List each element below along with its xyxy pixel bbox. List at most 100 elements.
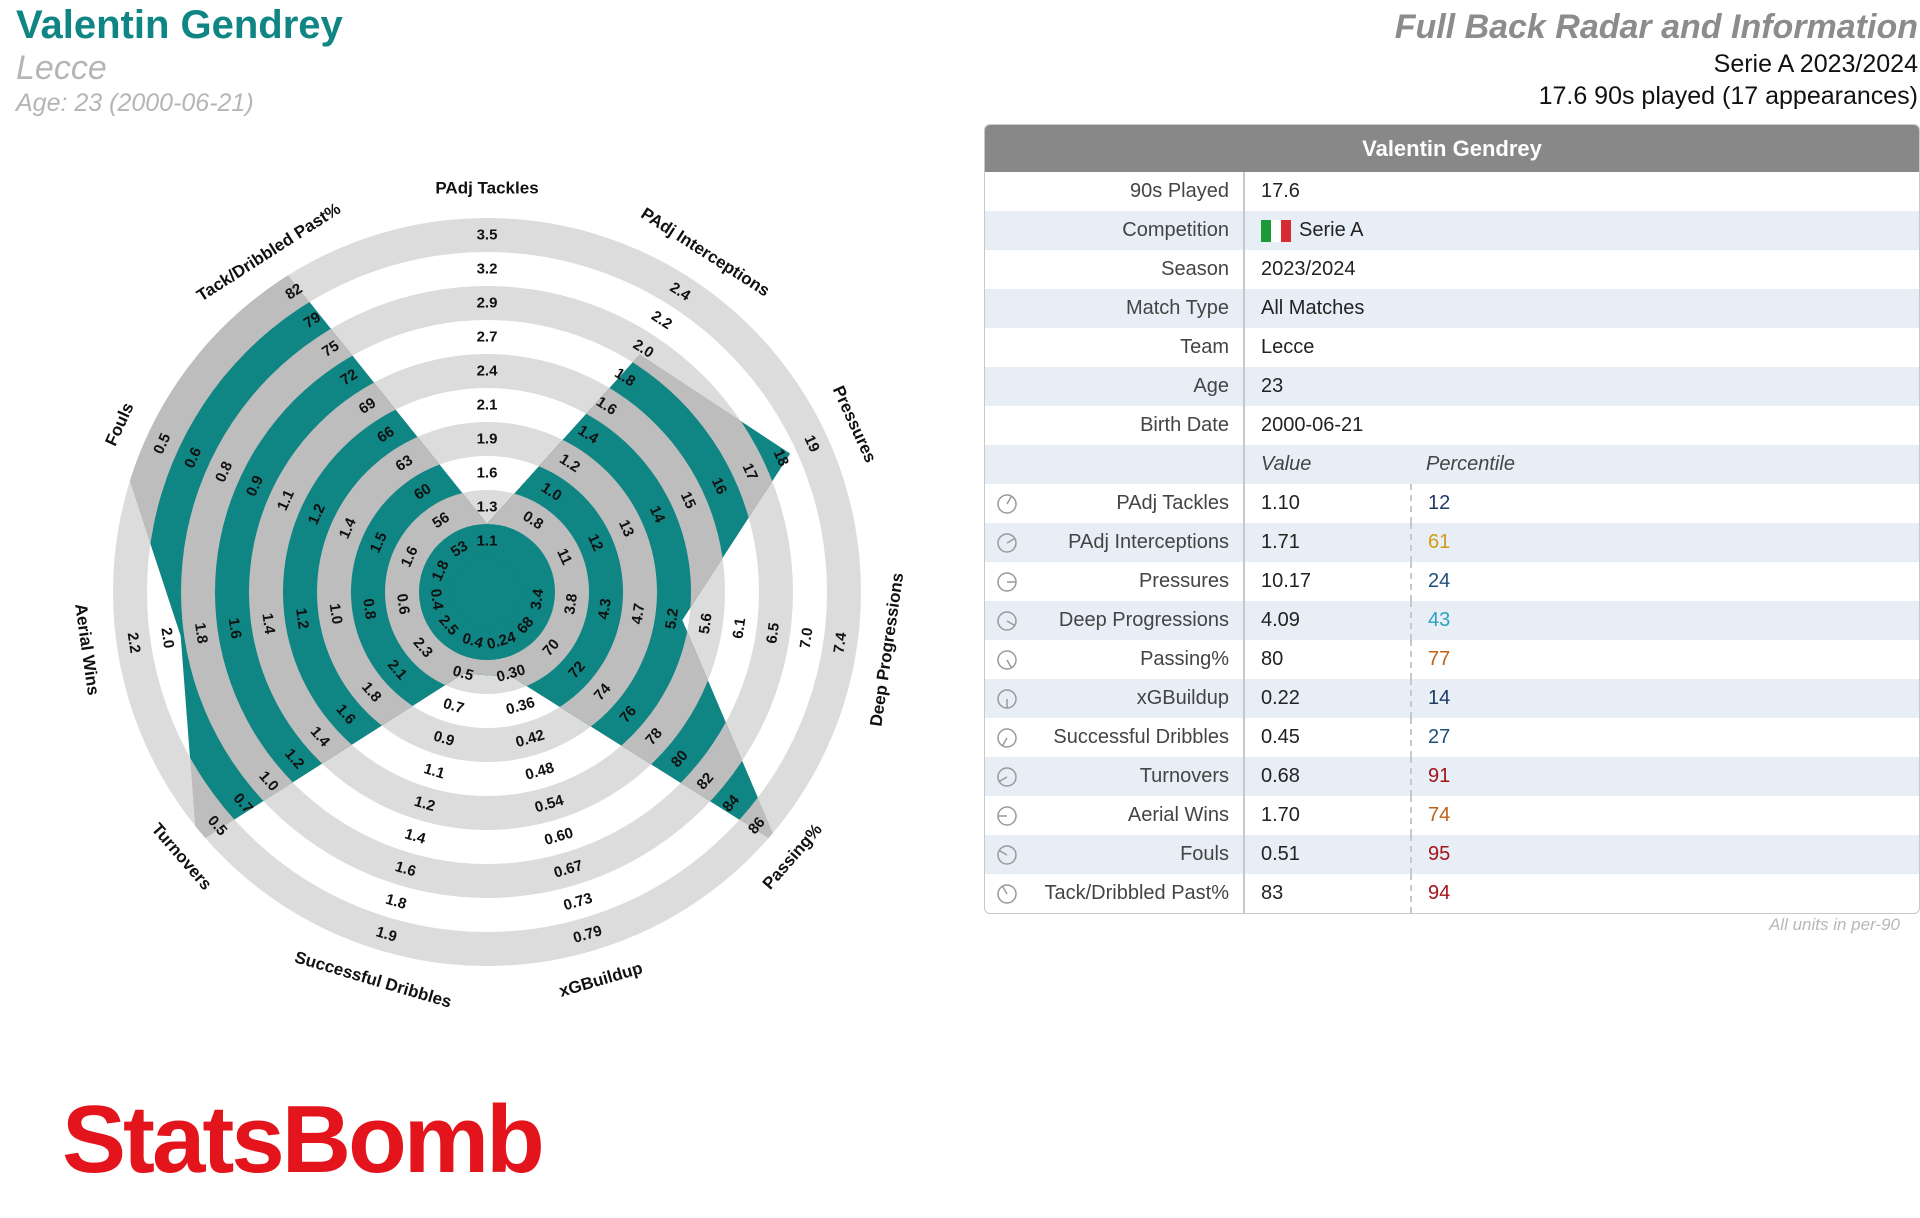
info-label: Age bbox=[985, 367, 1245, 406]
header-left: Valentin Gendrey Lecce Age: 23 (2000-06-… bbox=[16, 0, 343, 120]
radar-tick-label: 1.9 bbox=[374, 923, 399, 945]
radar-tick-label: 14 bbox=[646, 503, 669, 526]
radar-tick-label: 1.2 bbox=[292, 607, 312, 630]
info-value: Serie A bbox=[1245, 211, 1845, 250]
radar-tick-label: 72 bbox=[338, 366, 361, 389]
table-column-header: Value Percentile bbox=[985, 445, 1919, 484]
stat-percentile: 95 bbox=[1410, 835, 1450, 874]
pie-clock-icon bbox=[985, 766, 1029, 788]
radar-tick-label: 1.9 bbox=[477, 431, 498, 448]
radar-tick-label: 1.8 bbox=[191, 622, 211, 645]
stat-value: 83 bbox=[1261, 882, 1284, 904]
table-row: Passing% 80 77 bbox=[985, 640, 1919, 679]
table-row: Deep Progressions 4.09 43 bbox=[985, 601, 1919, 640]
table-row: Competition Serie A bbox=[985, 211, 1919, 250]
info-value: 2000-06-21 bbox=[1261, 414, 1364, 436]
radar-tick-label: 3.8 bbox=[561, 593, 581, 616]
report-title: Full Back Radar and Information bbox=[1394, 8, 1918, 46]
radar-tick-label: 1.0 bbox=[326, 602, 346, 625]
header-right: Full Back Radar and Information Serie A … bbox=[1395, 6, 1918, 112]
radar-tick-label: 5.2 bbox=[662, 607, 682, 630]
table-row: Season 2023/2024 bbox=[985, 250, 1919, 289]
stat-label: Deep Progressions bbox=[1029, 601, 1245, 640]
radar-tick-label: 1.2 bbox=[412, 793, 437, 815]
radar-tick-label: 2.2 bbox=[124, 631, 144, 654]
radar-tick-label: 1.6 bbox=[393, 858, 418, 880]
radar-tick-label: 79 bbox=[301, 309, 324, 332]
units-note: All units in per-90 bbox=[1768, 915, 1900, 934]
radar-tick-label: 1.1 bbox=[477, 533, 498, 550]
pie-clock-icon bbox=[985, 649, 1029, 671]
stat-label: Turnovers bbox=[1029, 757, 1245, 796]
value-column-header: Value bbox=[1261, 453, 1312, 475]
stat-value: 0.51 bbox=[1261, 843, 1300, 865]
stat-percentile: 14 bbox=[1410, 679, 1450, 718]
stat-percentile: 27 bbox=[1410, 718, 1450, 757]
stat-percentile: 12 bbox=[1410, 484, 1450, 523]
stat-label: Fouls bbox=[1029, 835, 1245, 874]
radar-axis-label: Fouls bbox=[101, 400, 137, 449]
stat-percentile: 24 bbox=[1410, 562, 1450, 601]
player-name: Valentin Gendrey bbox=[16, 3, 343, 47]
radar-tick-label: 3.4 bbox=[528, 587, 548, 611]
radar-tick-label: 69 bbox=[356, 394, 379, 417]
radar-tick-label: 0.6 bbox=[393, 593, 413, 616]
pie-clock-icon bbox=[985, 610, 1029, 632]
radar-tick-label: 7.0 bbox=[797, 626, 817, 649]
radar-axis-label: Pressures bbox=[829, 383, 880, 466]
radar-tick-label: 1.6 bbox=[225, 617, 245, 640]
stat-value: 0.68 bbox=[1261, 765, 1300, 787]
stat-value: 1.71 bbox=[1261, 531, 1300, 553]
stat-label: Passing% bbox=[1029, 640, 1245, 679]
stat-label: Aerial Wins bbox=[1029, 796, 1245, 835]
radar-tick-label: 2.4 bbox=[477, 363, 499, 380]
info-table: Valentin Gendrey 90s Played 17.6 Competiti… bbox=[984, 124, 1920, 914]
stat-percentile: 77 bbox=[1410, 640, 1450, 679]
radar-tick-label: 1.3 bbox=[477, 499, 498, 516]
info-value: All Matches bbox=[1261, 297, 1365, 319]
radar-tick-label: 6.5 bbox=[763, 622, 783, 645]
radar-tick-label: 18 bbox=[770, 447, 792, 469]
stat-label: PAdj Interceptions bbox=[1029, 523, 1245, 562]
radar-center bbox=[453, 558, 521, 626]
stat-label: xGBuildup bbox=[1029, 679, 1245, 718]
radar-tick-label: 4.7 bbox=[628, 602, 648, 625]
info-value: 23 bbox=[1261, 375, 1284, 397]
info-value: 2023/2024 bbox=[1261, 258, 1356, 280]
table-row: 90s Played 17.6 bbox=[985, 172, 1919, 211]
pie-clock-icon bbox=[985, 883, 1029, 905]
info-label: Competition bbox=[985, 211, 1245, 250]
table-row: PAdj Tackles 1.10 12 bbox=[985, 484, 1919, 523]
radar-tick-label: 2.7 bbox=[477, 329, 498, 346]
radar-tick-label: 4.3 bbox=[595, 597, 615, 620]
stat-value: 1.10 bbox=[1261, 492, 1300, 514]
radar-tick-label: 0.4 bbox=[427, 588, 447, 612]
info-label: Season bbox=[985, 250, 1245, 289]
team-name: Lecce bbox=[16, 49, 107, 87]
table-row: Age 23 bbox=[985, 367, 1919, 406]
radar-axis-label: Aerial Wins bbox=[71, 602, 103, 696]
radar-tick-label: 56 bbox=[429, 509, 452, 532]
stat-percentile: 43 bbox=[1410, 601, 1450, 640]
stat-percentile: 94 bbox=[1410, 874, 1450, 913]
pie-clock-icon bbox=[985, 727, 1029, 749]
played-line: 17.6 90s played (17 appearances) bbox=[1538, 82, 1918, 110]
radar-tick-label: 1.4 bbox=[403, 826, 428, 848]
pie-clock-icon bbox=[985, 532, 1029, 554]
stat-value: 80 bbox=[1261, 648, 1284, 670]
table-row: Successful Dribbles 0.45 27 bbox=[985, 718, 1919, 757]
radar-tick-label: 82 bbox=[282, 280, 305, 303]
radar-tick-label: 66 bbox=[374, 423, 397, 446]
radar-axis-label: PAdj Tackles bbox=[435, 179, 538, 198]
radar-axis-label: Deep Progressions bbox=[866, 571, 907, 727]
table-row: xGBuildup 0.22 14 bbox=[985, 679, 1919, 718]
table-row: Turnovers 0.68 91 bbox=[985, 757, 1919, 796]
stat-value: 1.70 bbox=[1261, 804, 1300, 826]
radar-tick-label: 7.4 bbox=[831, 631, 851, 655]
pie-clock-icon bbox=[985, 571, 1029, 593]
radar-tick-label: 75 bbox=[319, 337, 342, 360]
stat-label: Successful Dribbles bbox=[1029, 718, 1245, 757]
radar-tick-label: 0.8 bbox=[359, 597, 379, 620]
table-body: 90s Played 17.6 Competition Serie A Season 20… bbox=[985, 172, 1919, 913]
radar-tick-label: 17 bbox=[739, 461, 761, 483]
